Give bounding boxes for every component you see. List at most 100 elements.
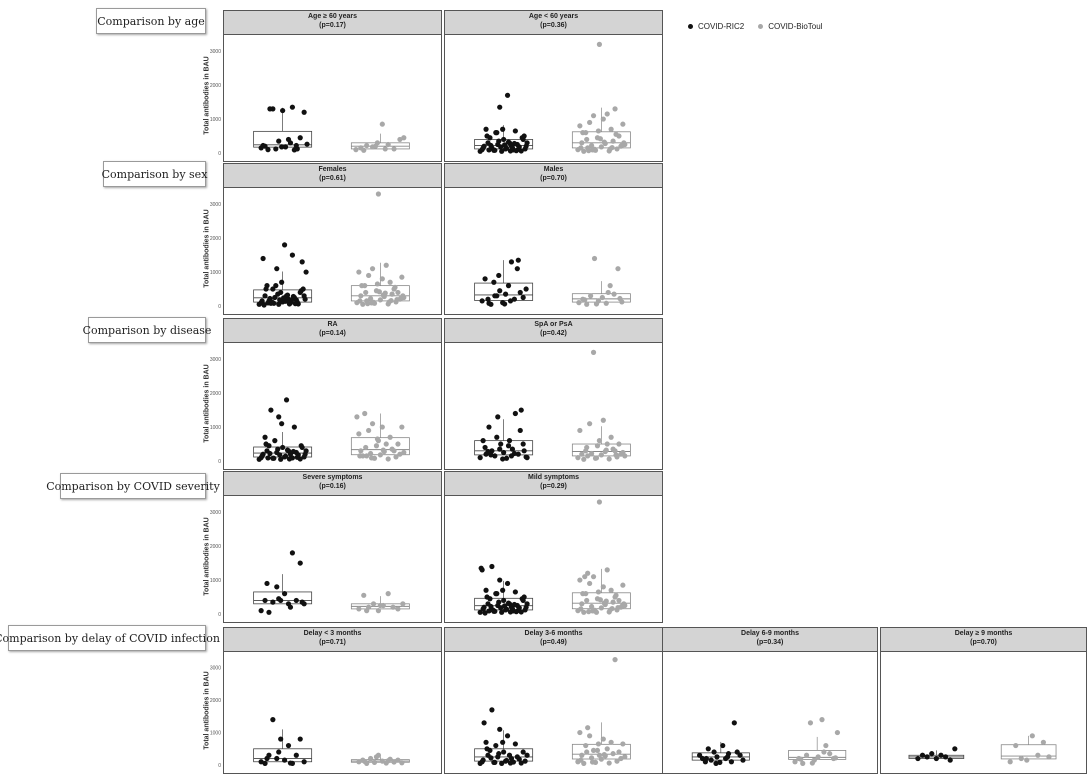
y-tick-label: 0 — [218, 304, 221, 310]
point-ric2 — [517, 289, 523, 296]
point-biotoul — [613, 131, 619, 137]
point-biotoul — [815, 754, 821, 760]
point-biotoul — [1029, 733, 1035, 739]
point-biotoul — [606, 760, 612, 766]
point-biotoul — [610, 599, 616, 605]
point-biotoul — [593, 455, 600, 461]
facet-panel: RA (p=0.14) 0 1000 2000 3000 — [210, 318, 442, 470]
point-biotoul — [620, 741, 626, 747]
point-ric2 — [496, 751, 502, 757]
point-ric2 — [496, 138, 502, 144]
point-biotoul — [401, 135, 407, 141]
point-biotoul — [803, 752, 810, 758]
point-ric2 — [264, 755, 270, 762]
point-biotoul — [377, 297, 383, 303]
point-biotoul — [575, 455, 581, 461]
point-ric2 — [258, 759, 264, 765]
point-biotoul — [373, 443, 380, 449]
point-biotoul — [622, 754, 628, 760]
point-biotoul — [587, 119, 593, 126]
point-biotoul — [819, 717, 825, 723]
point-ric2 — [290, 448, 296, 455]
point-ric2 — [482, 276, 488, 282]
point-ric2 — [262, 293, 268, 299]
point-ric2 — [484, 594, 490, 600]
point-ric2 — [521, 448, 527, 454]
point-biotoul — [357, 453, 363, 459]
section-label: Comparison by delay of COVID infection — [0, 625, 220, 651]
y-axis-label: Total antibodies in BAU — [203, 209, 211, 288]
point-ric2 — [270, 599, 276, 605]
point-ric2 — [263, 441, 269, 447]
point-ric2 — [266, 609, 272, 615]
point-biotoul — [590, 747, 597, 754]
point-ric2 — [501, 136, 507, 143]
point-ric2 — [499, 609, 505, 615]
point-ric2 — [500, 456, 506, 462]
point-ric2 — [523, 143, 529, 149]
point-ric2 — [505, 139, 512, 145]
point-ric2 — [484, 746, 490, 752]
plot-area — [663, 652, 877, 773]
point-ric2 — [523, 454, 529, 460]
point-ric2 — [267, 450, 273, 457]
point-ric2 — [271, 455, 277, 461]
y-axis-label: Total antibodies in BAU — [203, 56, 211, 135]
point-ric2 — [508, 453, 515, 459]
point-ric2 — [270, 286, 276, 292]
point-biotoul — [581, 148, 587, 154]
point-ric2 — [294, 146, 300, 152]
point-ric2 — [482, 610, 488, 616]
section-label: Comparison by age — [96, 8, 206, 34]
facet-p-value: (p=0.42) — [540, 329, 567, 337]
scatter-svg: 0 1000 2000 3000 — [210, 666, 410, 769]
point-ric2 — [279, 279, 285, 285]
point-ric2 — [513, 148, 519, 154]
point-ric2 — [517, 427, 523, 434]
point-ric2 — [483, 587, 489, 593]
point-ric2 — [275, 291, 281, 297]
point-biotoul — [584, 749, 590, 755]
point-ric2 — [281, 295, 287, 301]
y-tick-label: 0 — [218, 459, 221, 465]
point-biotoul — [388, 297, 394, 304]
plot-area — [445, 35, 662, 161]
point-biotoul — [391, 146, 397, 152]
point-biotoul — [581, 609, 587, 615]
point-biotoul — [613, 592, 619, 598]
point-biotoul — [361, 592, 367, 598]
point-biotoul — [1024, 757, 1030, 763]
point-ric2 — [502, 603, 508, 609]
plot-area — [881, 652, 1086, 773]
point-ric2 — [268, 407, 274, 413]
point-biotoul — [594, 443, 601, 449]
point-ric2 — [276, 596, 282, 602]
point-ric2 — [513, 609, 519, 615]
point-ric2 — [265, 455, 271, 461]
point-ric2 — [486, 424, 492, 430]
point-ric2 — [259, 453, 265, 459]
plot-area: 0 1000 2000 3000 — [210, 652, 441, 773]
point-ric2 — [942, 754, 949, 760]
point-biotoul — [604, 441, 610, 447]
facet-panel: Females (p=0.61) 0 1000 2000 3000 — [210, 163, 442, 315]
point-ric2 — [287, 140, 294, 146]
point-ric2 — [481, 720, 487, 726]
point-biotoul — [387, 279, 393, 285]
point-ric2 — [515, 257, 521, 263]
section-label: Comparison by disease — [83, 317, 211, 343]
point-ric2 — [265, 300, 271, 306]
y-tick-label: 1000 — [210, 578, 221, 584]
point-ric2 — [299, 259, 305, 265]
point-ric2 — [501, 449, 507, 456]
point-biotoul — [383, 441, 389, 447]
point-biotoul — [603, 300, 609, 306]
point-ric2 — [274, 584, 280, 590]
point-biotoul — [596, 752, 603, 758]
point-ric2 — [480, 757, 486, 763]
point-biotoul — [579, 140, 585, 146]
point-biotoul — [584, 136, 590, 143]
point-ric2 — [497, 104, 503, 110]
point-ric2 — [713, 760, 719, 766]
point-biotoul — [379, 424, 385, 430]
